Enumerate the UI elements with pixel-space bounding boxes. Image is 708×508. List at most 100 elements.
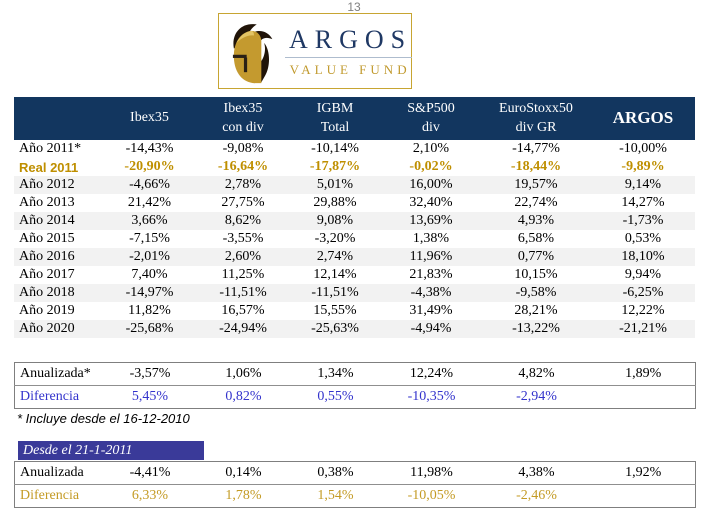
table-row: Diferencia 5,45% 0,82% 0,55% -10,35% -2,94% [14,385,696,409]
row-label: Año 2017 [19,267,75,282]
value-cell [591,484,696,508]
value-cell: -4,66% [102,176,197,194]
value-cell: -21,21% [591,320,695,338]
page-number: 13 [347,0,361,14]
col-header-row-label [14,97,102,140]
value-cell: -3,55% [222,231,264,246]
value-cell: -20,90% [124,159,175,174]
value-cell: 5,01% [289,176,381,194]
header-row: Ibex35 Ibex35 con div IGBM Total S&P500 div Eur… [14,97,695,140]
value-cell: -3,57% [129,366,171,381]
value-cell: 0,55% [289,385,382,409]
value-cell: 6,33% [102,484,198,508]
col-header-ibex35: Ibex35 [102,97,197,140]
value-cell: -9,89% [621,159,665,174]
value-cell: 4,82% [518,366,555,381]
row-label: Año 2014 [14,212,102,230]
value-cell: 11,96% [381,248,481,266]
table-row: Año 2017 7,40% 11,25% 12,14% 21,83% 10,15% 9,9… [14,266,695,284]
value-cell: -9,58% [481,284,591,302]
col-header-ibex35-con-div: Ibex35 con div [197,97,289,140]
value-cell: 14,27% [621,195,665,210]
value-cell: 0,77% [481,248,591,266]
footnote: * Incluye desde el 16-12-2010 [17,411,190,426]
table-row: Año 2011* -14,43% -9,08% -10,14% 2,10% -14,77… [14,140,695,158]
row-label: Anualizada* [20,366,91,381]
col-header-argos: ARGOS [591,97,695,140]
value-cell: 1,78% [197,484,290,508]
logo-text: ARGOS VALUE FUND [283,25,420,78]
row-label: Año 2018 [14,284,102,302]
value-cell: 2,78% [197,176,289,194]
value-cell: -4,38% [381,284,481,302]
row-label: Anualizada [20,465,84,480]
value-cell: 21,83% [409,267,453,282]
value-cell: -2,01% [102,248,197,266]
row-label: Año 2015 [19,231,75,246]
value-cell: -11,51% [197,284,289,302]
value-cell: -2,46% [481,484,592,508]
since-banner: Desde el 21-1-2011 [18,441,204,460]
value-cell: -3,20% [314,231,356,246]
value-cell: 9,08% [289,212,381,230]
value-cell: 22,74% [514,195,558,210]
table-row: Año 2016 -2,01% 2,60% 2,74% 11,96% 0,77% 18,10… [14,248,695,266]
since-table: Anualizada -4,41% 0,14% 0,38% 11,98% 4,38% 1,9… [14,461,696,508]
table-row: Año 2020 -25,68% -24,94% -25,63% -4,94% -13,2… [14,320,695,338]
value-cell: -14,77% [512,141,560,156]
value-cell [591,385,696,409]
value-cell: -13,22% [481,320,591,338]
value-cell: 1,06% [225,366,262,381]
value-cell: 1,92% [625,465,662,480]
value-cell: 4,38% [518,465,555,480]
value-cell: 11,25% [221,267,265,282]
value-cell: 4,93% [481,212,591,230]
value-cell: 16,00% [381,176,481,194]
row-label: Año 2012 [14,176,102,194]
value-cell: 6,58% [517,231,555,246]
value-cell: 19,57% [481,176,591,194]
value-cell: 16,57% [221,303,265,318]
value-cell: 2,10% [412,141,450,156]
table-row: Año 2014 3,66% 8,62% 9,08% 13,69% 4,93% -1,73% [14,212,695,230]
value-cell: -4,94% [381,320,481,338]
value-cell: -24,94% [197,320,289,338]
value-cell: 7,40% [131,267,168,282]
value-cell: 0,53% [624,231,662,246]
value-cell: 3,66% [102,212,197,230]
table-row: Año 2018 -14,97% -11,51% -11,51% -4,38% -9,58… [14,284,695,302]
row-label: Real 2011 [19,159,79,175]
performance-table: Ibex35 Ibex35 con div IGBM Total S&P500 div Eur… [14,97,695,338]
value-cell: 27,75% [221,195,265,210]
value-cell: -11,51% [289,284,381,302]
value-cell: -14,97% [102,284,197,302]
value-cell: -10,14% [311,141,359,156]
table-row: Diferencia 6,33% 1,78% 1,54% -10,05% -2,46% [14,484,696,508]
value-cell: 28,21% [514,303,558,318]
value-cell: 0,14% [225,465,262,480]
value-cell: 10,15% [514,267,558,282]
table-row: Año 2019 11,82% 16,57% 15,55% 31,49% 28,21% 12… [14,302,695,320]
logo-subtitle: VALUE FUND [289,61,411,77]
value-cell: 31,49% [409,303,453,318]
value-cell: -18,44% [510,159,562,174]
table-row: Anualizada -4,41% 0,14% 0,38% 11,98% 4,38% 1,9… [15,462,696,485]
row-label: Diferencia [14,484,103,508]
col-header-igbm-total: IGBM Total [289,97,381,140]
value-cell: 9,94% [624,267,662,282]
value-cell: -10,00% [619,141,667,156]
row-label: Año 2020 [14,320,102,338]
value-cell: 1,38% [412,231,450,246]
value-cell: 12,24% [409,366,454,381]
table-row: Anualizada* -3,57% 1,06% 1,34% 12,24% 4,82% 1,… [15,363,696,386]
row-label: Año 2013 [19,195,75,210]
spartan-helmet-icon [232,24,273,84]
value-cell: 15,55% [313,303,357,318]
value-cell: -10,35% [381,385,482,409]
value-cell: 1,89% [625,366,662,381]
value-cell: 13,69% [381,212,481,230]
value-cell: 1,54% [289,484,382,508]
col-header-sp500-div: S&P500 div [381,97,481,140]
value-cell: -17,87% [309,159,361,174]
